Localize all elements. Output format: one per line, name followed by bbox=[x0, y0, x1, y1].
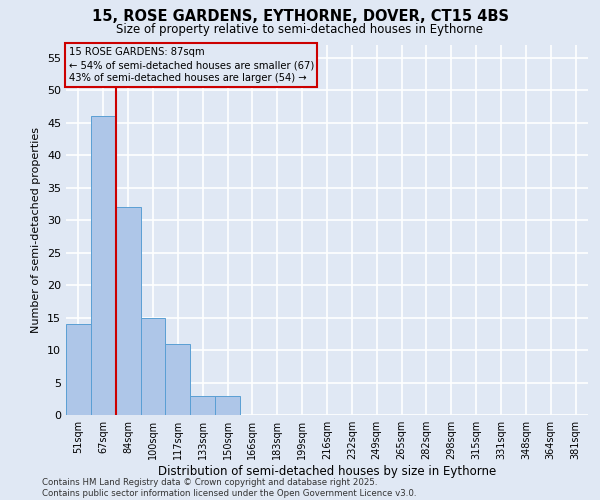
Bar bbox=[66, 324, 91, 415]
Text: 15, ROSE GARDENS, EYTHORNE, DOVER, CT15 4BS: 15, ROSE GARDENS, EYTHORNE, DOVER, CT15 … bbox=[91, 9, 509, 24]
Text: 15 ROSE GARDENS: 87sqm
← 54% of semi-detached houses are smaller (67)
43% of sem: 15 ROSE GARDENS: 87sqm ← 54% of semi-det… bbox=[68, 47, 314, 83]
Y-axis label: Number of semi-detached properties: Number of semi-detached properties bbox=[31, 127, 41, 333]
Text: Contains HM Land Registry data © Crown copyright and database right 2025.
Contai: Contains HM Land Registry data © Crown c… bbox=[42, 478, 416, 498]
Bar bbox=[215, 396, 240, 415]
Bar bbox=[166, 344, 190, 415]
Bar bbox=[116, 208, 140, 415]
X-axis label: Distribution of semi-detached houses by size in Eythorne: Distribution of semi-detached houses by … bbox=[158, 465, 496, 478]
Bar bbox=[91, 116, 116, 415]
Text: Size of property relative to semi-detached houses in Eythorne: Size of property relative to semi-detach… bbox=[116, 22, 484, 36]
Bar bbox=[140, 318, 166, 415]
Bar bbox=[190, 396, 215, 415]
